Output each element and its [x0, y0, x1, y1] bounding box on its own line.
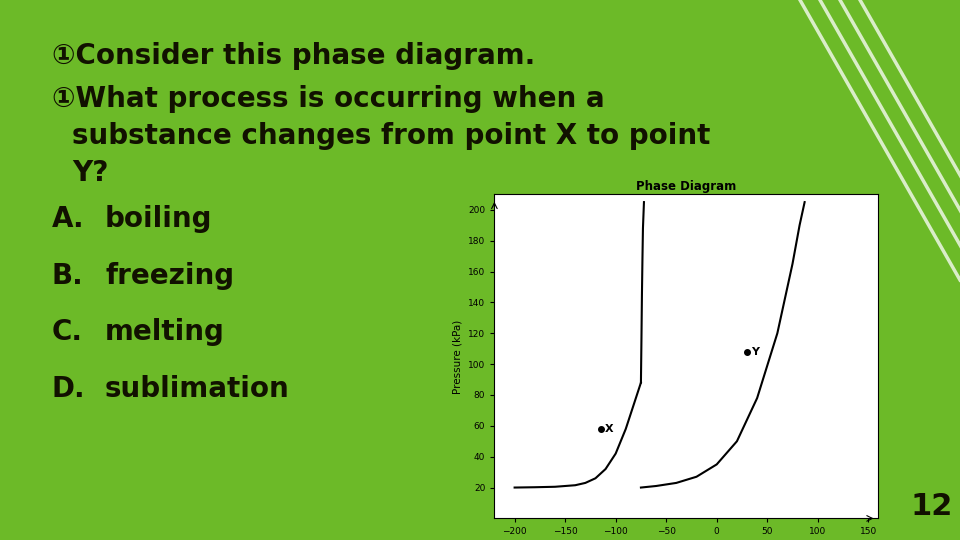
- Text: sublimation: sublimation: [105, 375, 290, 403]
- Text: Y: Y: [751, 347, 759, 357]
- Title: Phase Diagram: Phase Diagram: [636, 180, 736, 193]
- Text: ①What process is occurring when a: ①What process is occurring when a: [52, 85, 605, 113]
- Text: A.: A.: [52, 205, 84, 233]
- Text: 12: 12: [911, 492, 953, 521]
- Text: melting: melting: [105, 318, 225, 346]
- Text: Y?: Y?: [72, 159, 108, 187]
- Y-axis label: Pressure (kPa): Pressure (kPa): [452, 319, 463, 394]
- Text: freezing: freezing: [105, 262, 234, 290]
- Text: substance changes from point X to point: substance changes from point X to point: [72, 122, 710, 150]
- Text: ①Consider this phase diagram.: ①Consider this phase diagram.: [52, 42, 536, 70]
- Text: X: X: [605, 424, 613, 434]
- Text: D.: D.: [52, 375, 85, 403]
- Text: B.: B.: [52, 262, 84, 290]
- Text: boiling: boiling: [105, 205, 212, 233]
- Text: C.: C.: [52, 318, 83, 346]
